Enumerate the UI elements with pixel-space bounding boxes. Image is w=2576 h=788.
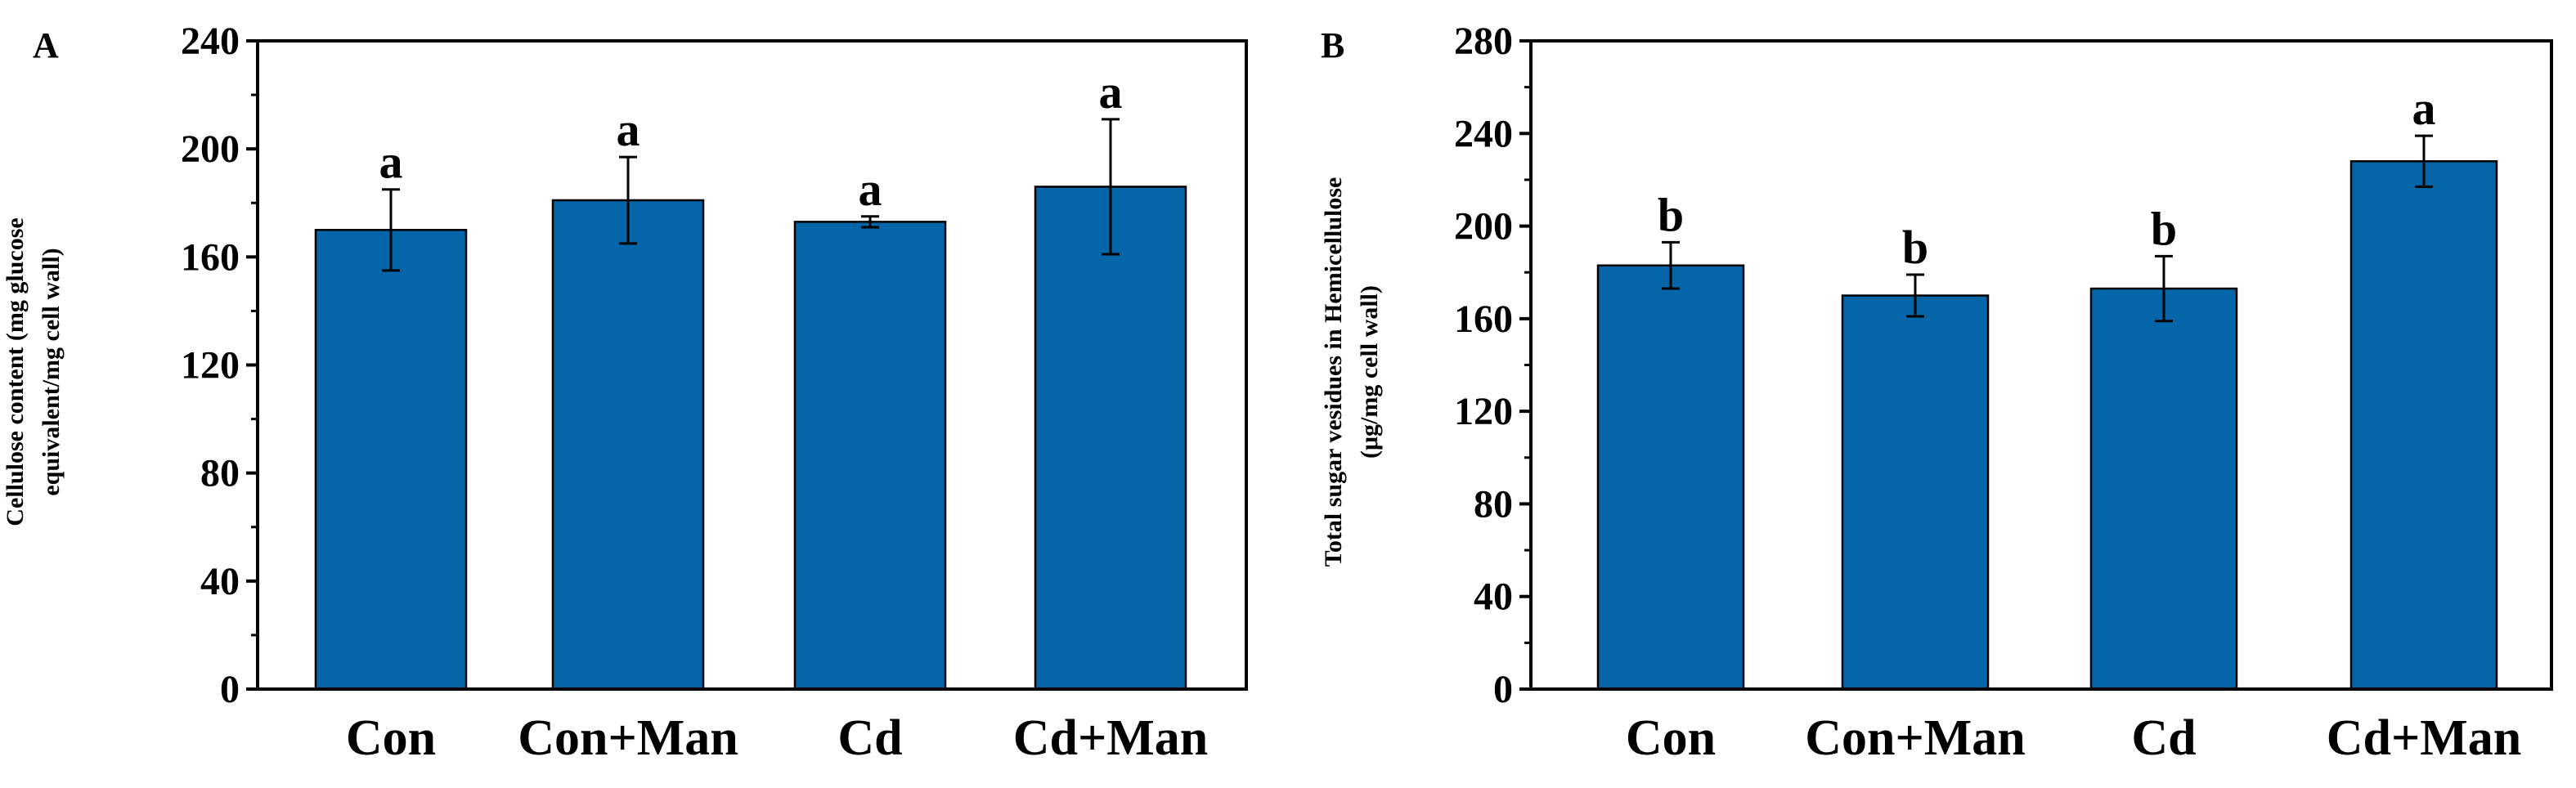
y-tick-label: 160 xyxy=(1454,298,1513,341)
y-axis-title-line: equivalent/mg cell wall) xyxy=(38,248,65,495)
x-tick-label: Cd xyxy=(2131,710,2196,766)
x-tick-label: Cd+Man xyxy=(2327,710,2522,766)
y-tick-label: 0 xyxy=(1493,668,1513,711)
significance-letter: b xyxy=(1658,188,1684,241)
y-tick-label: 120 xyxy=(1454,390,1513,433)
y-tick-label: 80 xyxy=(1474,482,1513,526)
x-tick-label: Con xyxy=(1626,710,1716,766)
significance-letter: b xyxy=(2151,202,2177,255)
y-tick-label: 80 xyxy=(200,452,240,495)
significance-letter: a xyxy=(2412,82,2436,135)
bar-a-cd xyxy=(793,221,947,691)
y-tick-label: 280 xyxy=(1454,20,1513,63)
significance-letter: b xyxy=(1902,221,1928,274)
bar-b-con-plus-man xyxy=(1841,294,1990,691)
x-tick-label: Con xyxy=(346,710,436,766)
bar-a-con-plus-man xyxy=(551,199,705,691)
y-tick-label: 240 xyxy=(181,20,240,63)
y-axis-title-line: (μg/mg cell wall) xyxy=(1356,285,1383,459)
y-tick-label: 0 xyxy=(220,668,240,711)
x-tick-label: Con+Man xyxy=(518,710,738,766)
bar-b-con xyxy=(1596,264,1745,691)
chart-panel-a: Aa a a a 0 40 80 120 160 200 240 Con Con+Man Cd Cd+Man… xyxy=(2,20,1248,766)
significance-letter: a xyxy=(859,163,882,216)
y-tick-label: 160 xyxy=(181,235,240,279)
significance-letter: a xyxy=(1099,65,1123,119)
y-tick-label: 200 xyxy=(1454,205,1513,248)
significance-letter: a xyxy=(379,136,403,189)
y-tick-label: 40 xyxy=(1474,575,1513,619)
y-tick-label: 200 xyxy=(181,128,240,171)
panel-label-a: A xyxy=(33,25,59,65)
y-tick-label: 120 xyxy=(181,344,240,387)
y-axis-title-line: Total sugar vesidues in Hemicellulose xyxy=(1320,177,1347,567)
y-axis-title: Cellulose content (mg glucose equivalent/… xyxy=(2,217,65,526)
bar-a-con xyxy=(314,229,468,691)
x-tick-label: Cd+Man xyxy=(1013,710,1209,766)
bar-a-cd-plus-man xyxy=(1034,186,1187,691)
y-axis-title-line: Cellulose content (mg glucose xyxy=(2,217,29,526)
y-tick-label: 40 xyxy=(200,560,240,603)
panel-label-b: B xyxy=(1321,25,1344,65)
bar-b-cd xyxy=(2089,287,2238,691)
y-tick-label: 240 xyxy=(1454,112,1513,155)
x-tick-label: Cd xyxy=(837,710,902,766)
bar-b-cd-plus-man xyxy=(2349,160,2498,691)
y-axis-title: Total sugar vesidues in Hemicellulose (μg… xyxy=(1320,177,1383,567)
significance-letter: a xyxy=(617,103,640,156)
chart-panel-b: Bb b b a 0 40 80 120 160 200 240 280 Con Con+Man Cd Cd+… xyxy=(1320,20,2553,766)
x-tick-label: Con+Man xyxy=(1805,710,2026,766)
